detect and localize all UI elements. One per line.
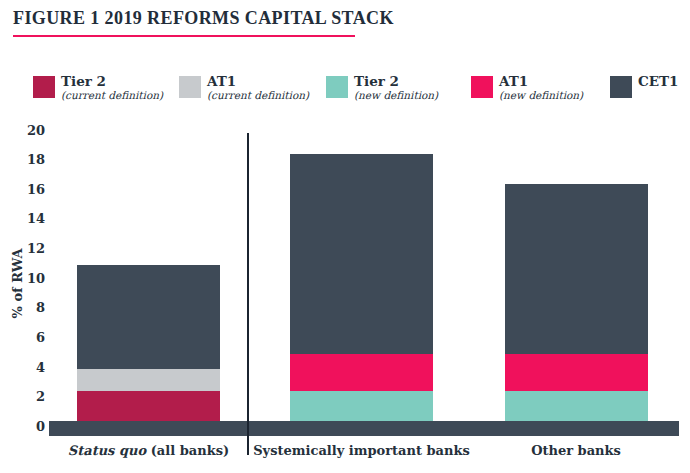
legend-swatch-icon <box>610 76 632 98</box>
bar-segment-at1-new-definition- <box>505 354 648 391</box>
legend-text: AT1(current definition) <box>207 74 309 101</box>
legend-sublabel: (new definition) <box>354 89 438 101</box>
figure-title: FIGURE 1 2019 REFORMS CAPITAL STACK <box>13 8 394 29</box>
y-tick-label: 14 <box>15 212 45 225</box>
figure-page: FIGURE 1 2019 REFORMS CAPITAL STACK Tier… <box>0 0 690 473</box>
bar-segment-cet1 <box>77 265 220 369</box>
x-category-label-italic: Status quo <box>68 443 146 458</box>
legend-item: AT1(current definition) <box>179 76 309 101</box>
legend-sublabel: (current definition) <box>207 89 309 101</box>
y-tick-label: 8 <box>15 301 45 314</box>
y-tick-label: 6 <box>15 331 45 344</box>
bar-segment-tier-2-current-definition- <box>77 391 220 421</box>
legend-sublabel: (current definition) <box>61 89 163 101</box>
legend-label: AT1 <box>499 74 583 89</box>
legend-label: Tier 2 <box>354 74 438 89</box>
y-tick-label: 10 <box>15 272 45 285</box>
y-tick-label: 16 <box>15 183 45 196</box>
legend-item: AT1(new definition) <box>471 76 583 101</box>
legend-sublabel: (new definition) <box>499 89 583 101</box>
title-underline <box>13 35 355 37</box>
x-axis-baseline <box>49 421 679 436</box>
panel-divider-line <box>247 133 249 455</box>
legend-label: Tier 2 <box>61 74 163 89</box>
bar-segment-tier-2-new-definition- <box>505 391 648 421</box>
legend-swatch-icon <box>471 76 493 98</box>
legend-item: CET1 <box>610 76 678 98</box>
bar-segment-at1-new-definition- <box>290 354 433 391</box>
y-tick-label: 2 <box>15 390 45 403</box>
y-tick-label: 20 <box>15 124 45 137</box>
bar-segment-cet1 <box>505 184 648 354</box>
legend-item: Tier 2(current definition) <box>33 76 163 101</box>
x-category-label: Other banks <box>426 443 690 458</box>
bar-segment-cet1 <box>290 154 433 354</box>
legend-text: CET1 <box>638 74 678 89</box>
legend-item: Tier 2(new definition) <box>326 76 438 101</box>
legend-swatch-icon <box>179 76 201 98</box>
bar-segment-tier-2-new-definition- <box>290 391 433 421</box>
legend-text: AT1(new definition) <box>499 74 583 101</box>
legend-text: Tier 2(current definition) <box>61 74 163 101</box>
y-tick-label: 0 <box>15 420 45 433</box>
legend-swatch-icon <box>326 76 348 98</box>
y-tick-label: 4 <box>15 361 45 374</box>
bar-segment-at1-current-definition- <box>77 369 220 391</box>
legend-swatch-icon <box>33 76 55 98</box>
legend-label: AT1 <box>207 74 309 89</box>
legend-label: CET1 <box>638 74 678 89</box>
legend-text: Tier 2(new definition) <box>354 74 438 101</box>
y-tick-label: 18 <box>15 153 45 166</box>
y-tick-label: 12 <box>15 242 45 255</box>
